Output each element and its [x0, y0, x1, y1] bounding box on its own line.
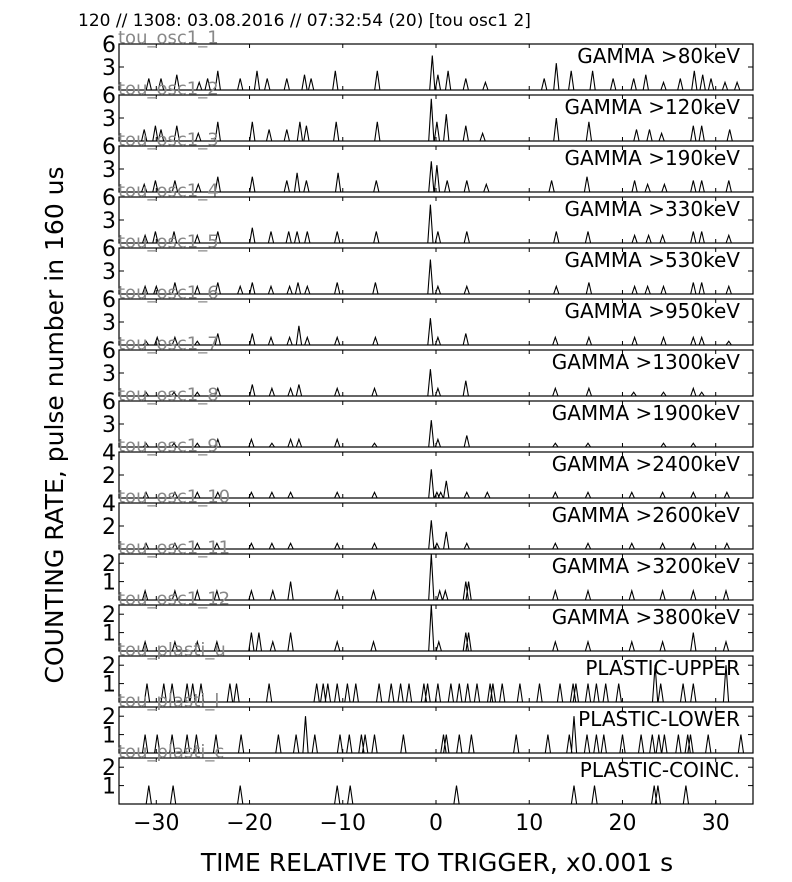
channel-label: tou_osc1_12 [118, 589, 230, 610]
channel-label: tou_osc1_1 [118, 28, 219, 49]
channel-label: tou_osc1_3 [118, 130, 219, 151]
panel-label: GAMMA >190keV [564, 146, 740, 170]
panel-tou_osc1_6: 63 GAMMA >950keV tou_osc1_6 [102, 283, 754, 346]
y-tick-label: 6 [102, 237, 116, 262]
y-tick-label: 6 [102, 84, 116, 109]
panel-label: PLASTIC-COINC. [580, 758, 740, 782]
y-tick-label: 6 [102, 135, 116, 160]
y-tick-label: 4 [102, 441, 116, 466]
channel-label: tou_osc1_7 [118, 334, 219, 355]
panel-tou_osc1_8: 63 GAMMA >1900keV tou_osc1_8 [102, 385, 754, 448]
panel-tou_plasti_l: 21 PLASTIC-LOWER tou_plasti_l [102, 691, 754, 754]
panel-label: PLASTIC-UPPER [585, 656, 740, 680]
channel-label: tou_plasti_u [118, 640, 226, 661]
y-tick-label: 4 [102, 492, 116, 517]
y-tick-label: 6 [102, 339, 116, 364]
y-tick-label: 3 [102, 311, 116, 336]
x-tick-label: −20 [226, 811, 272, 836]
panel-label: GAMMA >1300keV [552, 350, 741, 374]
channel-label: tou_osc1_9 [118, 436, 219, 457]
y-tick-label: 2 [102, 552, 116, 577]
channel-label: tou_plasti_l [118, 691, 219, 712]
x-axis: −30 −20 −10 0 10 20 30 [133, 811, 730, 836]
y-tick-label: 2 [102, 756, 116, 781]
y-tick-label: 2 [102, 515, 116, 540]
chart-title: 120 // 1308: 03.08.2016 // 07:32:54 (20)… [78, 11, 531, 31]
series-line-tou_osc1_1 [119, 55, 753, 91]
y-axis-label: COUNTING RATE, pulse number in 160 us [40, 166, 69, 683]
panel-label: GAMMA >330keV [564, 197, 740, 221]
x-tick-label: 30 [702, 811, 730, 836]
x-tick-label: 0 [429, 811, 443, 836]
panel-label: GAMMA >1900keV [552, 401, 741, 425]
x-tick-label: −30 [133, 811, 179, 836]
y-tick-label: 2 [102, 603, 116, 628]
panel-tou_osc1_1: 63 GAMMA >80keV tou_osc1_1 [102, 28, 754, 91]
series-line-tou_plasti_c [119, 785, 753, 805]
channel-label: tou_osc1_2 [118, 79, 219, 100]
channel-label: tou_plasti_c [118, 742, 224, 763]
panel-tou_osc1_10: 42 GAMMA >2600keV tou_osc1_10 [102, 487, 754, 550]
y-tick-label: 6 [102, 390, 116, 415]
channel-label: tou_osc1_8 [118, 385, 219, 406]
panel-tou_osc1_3: 63 GAMMA >190keV tou_osc1_3 [102, 130, 754, 193]
panel-tou_osc1_7: 63 GAMMA >1300keV tou_osc1_7 [102, 334, 754, 397]
series-line-tou_osc1_8 [119, 420, 753, 448]
y-tick-label: 6 [102, 288, 116, 313]
channel-label: tou_osc1_10 [118, 487, 230, 508]
y-tick-label: 2 [102, 654, 116, 679]
x-tick-label: −10 [320, 811, 366, 836]
y-tick-label: 1 [102, 775, 116, 800]
panel-label: GAMMA >3200keV [552, 554, 741, 578]
channel-label: tou_osc1_6 [118, 283, 219, 304]
series-line-tou_osc1_9 [119, 469, 753, 499]
panel-label: GAMMA >3800keV [552, 605, 741, 629]
panel-label: GAMMA >530keV [564, 248, 740, 272]
y-tick-label: 3 [102, 413, 116, 438]
channel-label: tou_osc1_11 [118, 538, 230, 559]
panel-tou_osc1_12: 21 GAMMA >3800keV tou_osc1_12 [102, 589, 754, 652]
y-tick-label: 3 [102, 158, 116, 183]
panel-tou_osc1_4: 63 GAMMA >330keV tou_osc1_4 [102, 181, 754, 244]
x-tick-label: 10 [515, 811, 543, 836]
panel-tou_osc1_11: 21 GAMMA >3200keV tou_osc1_11 [102, 538, 754, 601]
x-axis-label: TIME RELATIVE TO TRIGGER, x0.001 s [200, 848, 673, 877]
panel-tou_osc1_5: 63 GAMMA >530keV tou_osc1_5 [102, 232, 754, 295]
panel-label: GAMMA >120keV [564, 95, 740, 119]
channel-label: tou_osc1_4 [118, 181, 219, 202]
panel-tou_plasti_c: 21 PLASTIC-COINC. tou_plasti_c [102, 742, 754, 805]
y-tick-label: 6 [102, 186, 116, 211]
series-line-tou_osc1_4 [119, 204, 753, 244]
panel-tou_osc1_2: 63 GAMMA >120keV tou_osc1_2 [102, 79, 754, 142]
panel-tou_osc1_9: 42 GAMMA >2400keV tou_osc1_9 [102, 436, 754, 499]
panel-label: GAMMA >2600keV [552, 503, 741, 527]
x-tick-label: 20 [608, 811, 636, 836]
y-tick-label: 1 [102, 673, 116, 698]
y-tick-label: 3 [102, 209, 116, 234]
panel-label: PLASTIC-LOWER [578, 707, 740, 731]
y-tick-label: 2 [102, 464, 116, 489]
y-tick-label: 1 [102, 724, 116, 749]
y-tick-label: 2 [102, 705, 116, 730]
y-tick-label: 3 [102, 362, 116, 387]
panel-label: GAMMA >2400keV [552, 452, 741, 476]
y-tick-label: 3 [102, 107, 116, 132]
y-tick-label: 1 [102, 571, 116, 596]
panel-label: GAMMA >80keV [577, 44, 740, 68]
y-tick-label: 6 [102, 33, 116, 58]
panel-label: GAMMA >950keV [564, 299, 740, 323]
channel-label: tou_osc1_5 [118, 232, 219, 253]
y-tick-label: 3 [102, 260, 116, 285]
y-tick-label: 3 [102, 56, 116, 81]
panel-tou_plasti_u: 21 PLASTIC-UPPER tou_plasti_u [102, 640, 754, 703]
y-tick-label: 1 [102, 622, 116, 647]
